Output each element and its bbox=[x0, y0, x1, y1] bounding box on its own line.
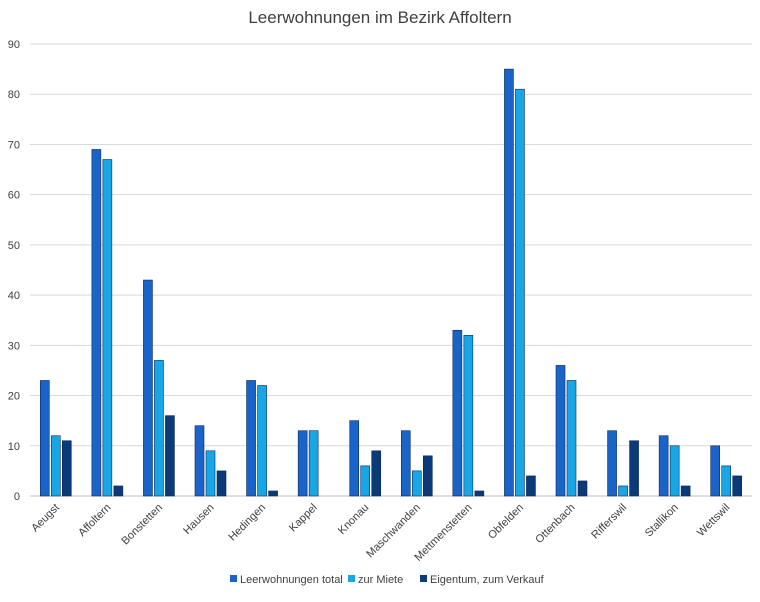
bar bbox=[411, 470, 422, 497]
bar bbox=[607, 430, 617, 497]
legend-swatch bbox=[348, 575, 355, 582]
bar bbox=[629, 440, 639, 497]
x-tick-label: Stallikon bbox=[643, 502, 681, 540]
bar bbox=[422, 455, 433, 497]
chart-title: Leerwohnungen im Bezirk Affoltern bbox=[248, 8, 512, 27]
y-tick-label: 70 bbox=[8, 139, 20, 151]
bar bbox=[61, 440, 72, 497]
bar bbox=[658, 435, 669, 497]
x-tick-label: Ottenbach bbox=[533, 502, 577, 546]
x-tick-label: Knonau bbox=[336, 502, 371, 537]
bar bbox=[143, 279, 153, 497]
bar bbox=[463, 334, 474, 497]
legend-label: Eigentum, zum Verkauf bbox=[430, 574, 545, 586]
x-tick-label: Wettswil bbox=[695, 502, 732, 539]
bar bbox=[515, 88, 525, 497]
bar bbox=[268, 490, 278, 497]
x-tick-label: Obfelden bbox=[486, 502, 526, 542]
bar bbox=[452, 329, 463, 497]
x-tick-label: Bonstetten bbox=[119, 502, 165, 548]
y-tick-label: 30 bbox=[8, 340, 20, 352]
x-tick-label: Kappel bbox=[287, 502, 320, 535]
bar bbox=[669, 445, 680, 497]
bar bbox=[216, 470, 227, 497]
bar bbox=[566, 380, 577, 497]
legend-label: Leerwohnungen total bbox=[240, 574, 343, 586]
bar bbox=[710, 445, 721, 497]
bar bbox=[154, 360, 164, 497]
x-tick-label: Aeugst bbox=[29, 502, 62, 535]
legend-swatch bbox=[420, 575, 427, 582]
bar bbox=[165, 415, 175, 497]
bar bbox=[205, 450, 216, 497]
y-tick-label: 0 bbox=[14, 491, 20, 503]
bar bbox=[577, 480, 588, 497]
bar bbox=[680, 485, 691, 497]
y-tick-label: 80 bbox=[8, 89, 20, 101]
bar bbox=[102, 159, 113, 497]
bar bbox=[257, 385, 267, 497]
bar bbox=[618, 485, 628, 497]
bar bbox=[246, 380, 256, 497]
x-tick-label: Affoltern bbox=[76, 502, 113, 539]
x-tick-label: Rifferswil bbox=[589, 502, 629, 542]
bar bbox=[732, 475, 743, 497]
x-tick-label: Maschwanden bbox=[364, 502, 423, 561]
bar bbox=[555, 365, 566, 497]
bar bbox=[371, 450, 382, 497]
bar bbox=[308, 430, 319, 497]
y-tick-label: 10 bbox=[8, 441, 20, 453]
bar bbox=[50, 435, 61, 497]
bar bbox=[504, 68, 514, 497]
bar bbox=[400, 430, 411, 497]
bar bbox=[526, 475, 536, 497]
legend-swatch bbox=[230, 575, 237, 582]
bar bbox=[721, 465, 732, 497]
y-tick-label: 50 bbox=[8, 240, 20, 252]
bar bbox=[113, 485, 124, 497]
x-tick-label: Hedingen bbox=[226, 502, 268, 544]
bar bbox=[474, 490, 485, 497]
legend-label: zur Miete bbox=[358, 574, 403, 586]
y-tick-label: 20 bbox=[8, 391, 20, 403]
bar bbox=[349, 420, 360, 497]
bar bbox=[91, 149, 102, 497]
y-tick-label: 40 bbox=[8, 290, 20, 302]
y-tick-label: 90 bbox=[8, 39, 20, 51]
x-tick-label: Hausen bbox=[181, 502, 216, 537]
bar bbox=[360, 465, 371, 497]
bar bbox=[297, 430, 308, 497]
bar bbox=[194, 425, 205, 497]
y-tick-label: 60 bbox=[8, 190, 20, 202]
bar bbox=[39, 380, 50, 497]
